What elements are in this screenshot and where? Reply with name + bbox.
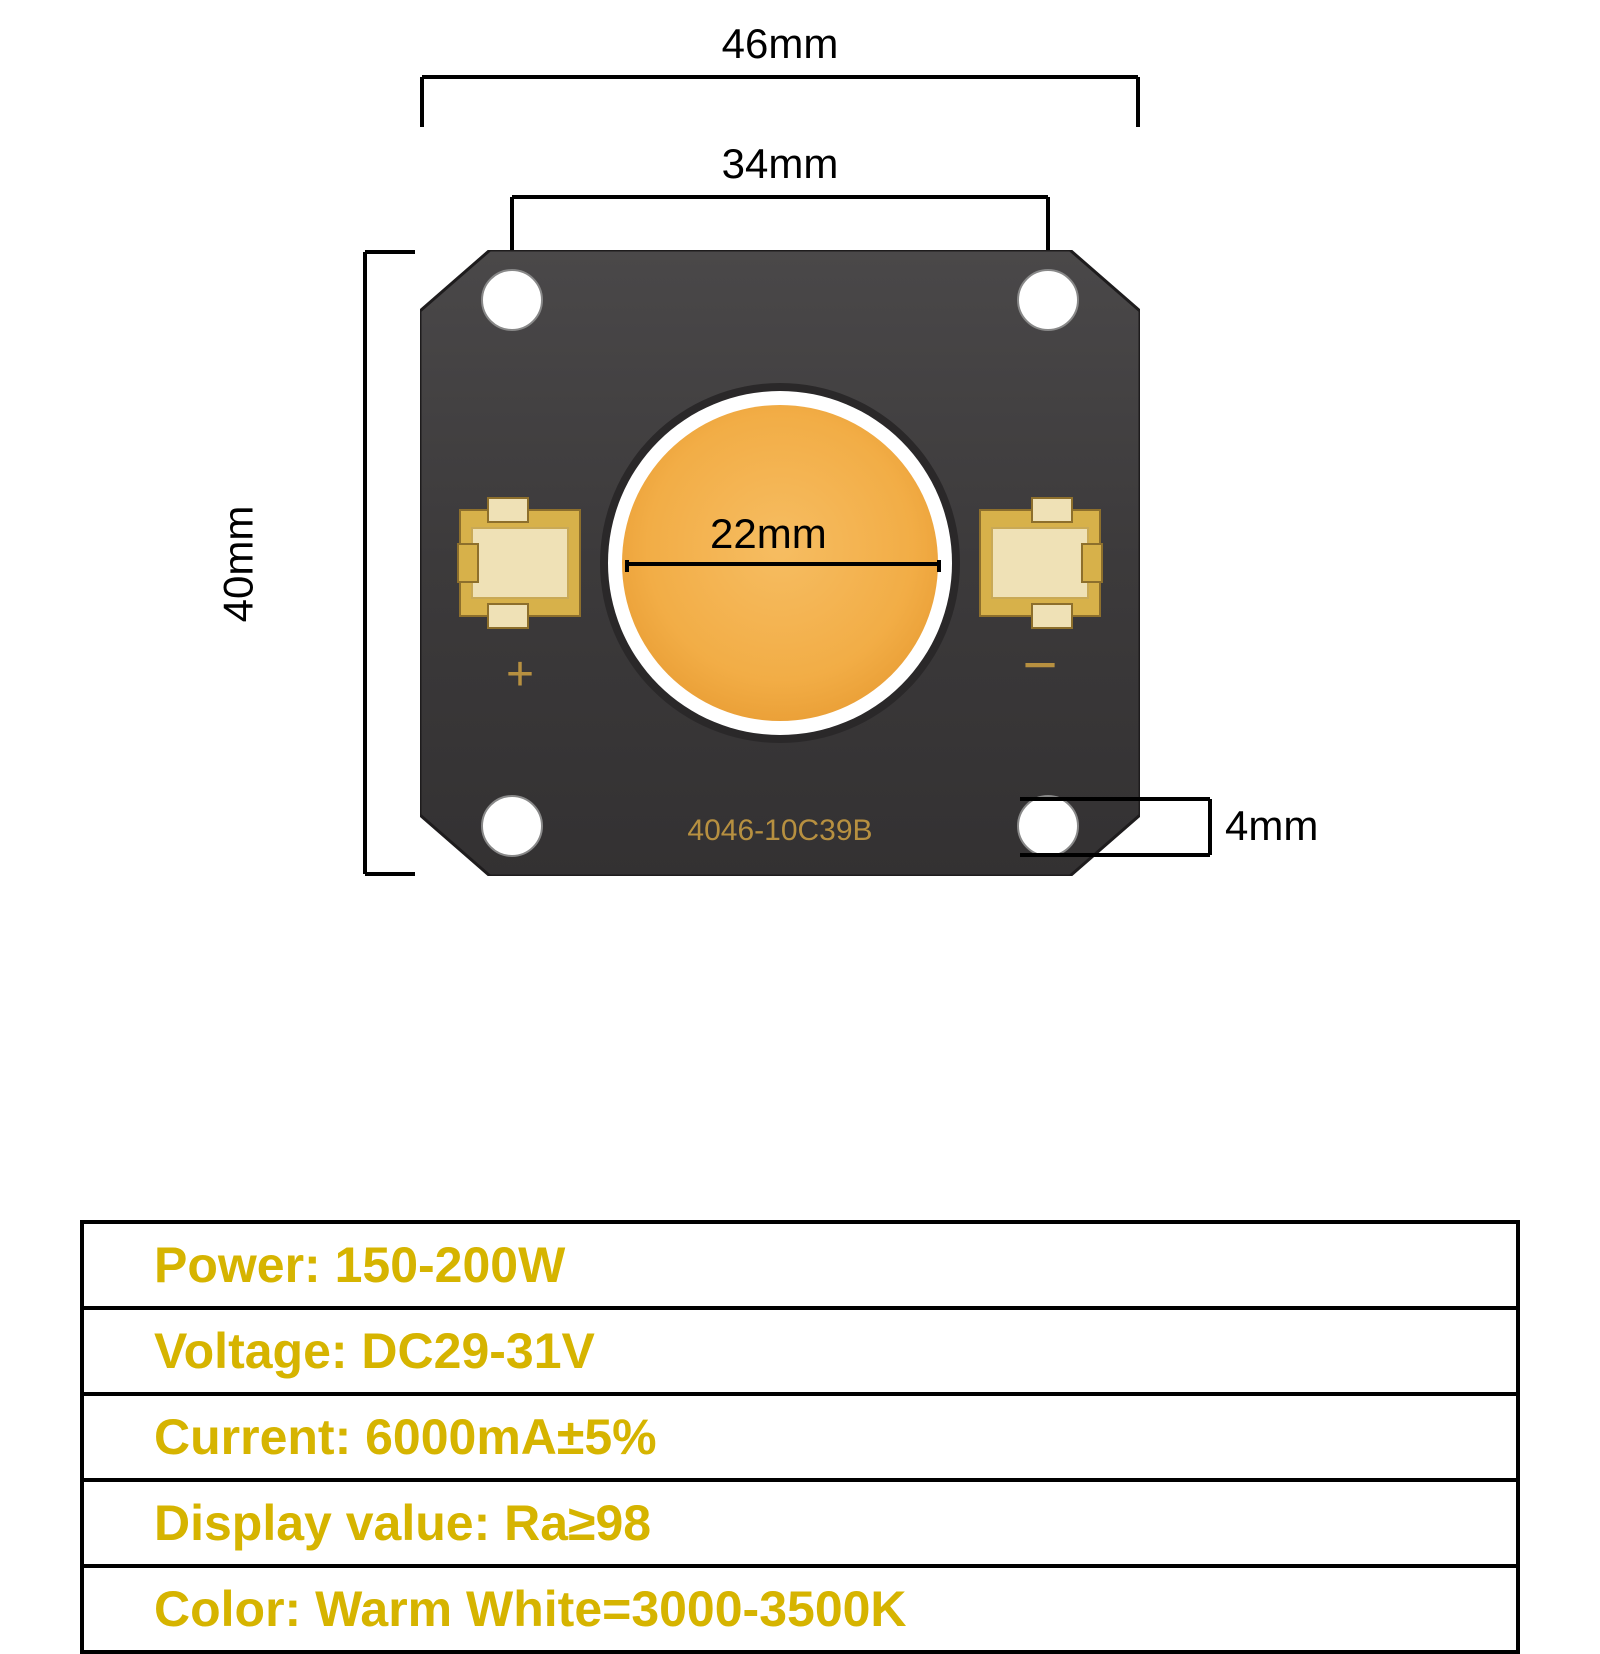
- solder-pad-left: [458, 498, 580, 628]
- part-number: 4046-10C39B: [687, 814, 872, 847]
- polarity-minus: −: [1022, 631, 1057, 698]
- spec-row: Color: Warm White=3000-3500K: [84, 1568, 1516, 1650]
- spec-voltage: Voltage: DC29-31V: [154, 1323, 595, 1379]
- spec-row: Display value: Ra≥98: [84, 1482, 1516, 1568]
- spec-color: Color: Warm White=3000-3500K: [154, 1581, 907, 1637]
- dim-outer-width-bracket: [420, 72, 1140, 132]
- dim-led-diameter-label: 22mm: [710, 510, 827, 558]
- spec-power: Power: 150-200W: [154, 1237, 565, 1293]
- spec-display-value: Display value: Ra≥98: [154, 1495, 651, 1551]
- spec-row: Current: 6000mA±5%: [84, 1396, 1516, 1482]
- dim-height-bracket: [360, 250, 420, 876]
- dim-hole-diameter-bracket: [1020, 797, 1220, 857]
- mounting-hole-tr: [1018, 270, 1078, 330]
- mounting-hole-bl: [482, 796, 542, 856]
- spec-current: Current: 6000mA±5%: [154, 1409, 657, 1465]
- spec-row: Power: 150-200W: [84, 1224, 1516, 1310]
- solder-pad-right: [980, 498, 1102, 628]
- mounting-hole-tl: [482, 270, 542, 330]
- dim-hole-diameter-label: 4mm: [1225, 802, 1318, 850]
- spec-table: Power: 150-200W Voltage: DC29-31V Curren…: [80, 1220, 1520, 1654]
- dim-led-diameter-line: [625, 560, 941, 580]
- spec-row: Voltage: DC29-31V: [84, 1310, 1516, 1396]
- dim-height-label: 40mm: [214, 506, 262, 623]
- dim-hole-pitch-label: 34mm: [510, 140, 1050, 188]
- dim-outer-width-label: 46mm: [420, 20, 1140, 68]
- polarity-plus: +: [506, 648, 534, 701]
